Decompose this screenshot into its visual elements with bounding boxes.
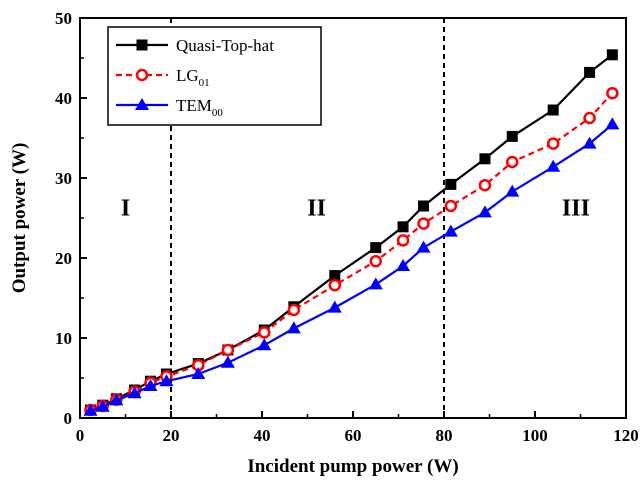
data-point (191, 367, 206, 379)
data-point (584, 66, 596, 78)
data-point (479, 153, 491, 165)
axis-ticks: 0 20 40 60 80 100 120 0 10 20 30 40 50 (55, 9, 639, 445)
data-point (159, 374, 174, 387)
data-point (327, 300, 342, 313)
region-label: II (307, 196, 326, 222)
x-tick-label: 100 (522, 426, 548, 445)
data-point (127, 386, 142, 399)
x-tick-label: 20 (163, 426, 180, 445)
data-point (416, 240, 431, 253)
data-point (417, 217, 430, 230)
legend-swatch-marker (135, 68, 149, 82)
data-point (329, 270, 341, 282)
data-point (506, 130, 518, 142)
data-point (583, 111, 596, 125)
data-point (546, 137, 560, 150)
data-point (506, 155, 519, 169)
y-axis-title: Output power (W) (9, 143, 30, 294)
series-plot (83, 49, 620, 417)
data-point (445, 178, 457, 190)
data-point (370, 242, 382, 254)
data-point (418, 200, 430, 212)
data-point (397, 221, 409, 233)
x-axis-title: Incident pump power (W) (247, 456, 458, 477)
data-point (220, 355, 235, 368)
x-tick-label: 0 (76, 426, 85, 445)
data-point (257, 338, 272, 351)
series-line (90, 123, 614, 412)
legend: Quasi-Top-hat LG01 TEM00 (107, 26, 322, 126)
y-tick-label: 30 (55, 169, 72, 188)
legend-swatch-marker (135, 98, 149, 110)
data-point (478, 178, 492, 192)
data-point (83, 403, 98, 416)
data-point (396, 259, 411, 271)
y-tick-label: 10 (55, 329, 72, 348)
data-point (287, 303, 301, 317)
data-point (443, 224, 458, 237)
legend-label: TEM00 (176, 96, 223, 119)
legend-label: Quasi-Top-hat (176, 36, 274, 55)
y-tick-label: 50 (55, 9, 72, 28)
y-tick-label: 0 (64, 409, 73, 428)
data-point (369, 254, 382, 268)
data-point (444, 199, 458, 213)
x-tick-label: 80 (436, 426, 453, 445)
data-point (258, 326, 271, 339)
y-tick-label: 20 (55, 249, 72, 268)
region-label: I (121, 196, 130, 222)
series-line (90, 92, 614, 412)
x-tick-label: 40 (254, 426, 271, 445)
data-point (505, 184, 520, 197)
data-point (221, 343, 235, 357)
data-point (396, 234, 410, 247)
data-point (605, 117, 620, 130)
region-label: III (562, 196, 590, 222)
series-2 (84, 86, 619, 417)
data-point (477, 205, 492, 218)
data-point (328, 278, 342, 292)
data-point (95, 399, 110, 412)
y-tick-label: 40 (55, 89, 72, 108)
data-point (582, 136, 597, 149)
legend-swatch-marker (136, 39, 148, 51)
data-point (606, 49, 618, 61)
x-tick-label: 60 (345, 426, 362, 445)
data-point (143, 379, 158, 391)
data-point (368, 277, 383, 290)
legend-label: LG01 (176, 66, 210, 89)
series-3 (83, 117, 620, 416)
data-point (547, 104, 559, 116)
data-point (286, 321, 301, 334)
data-point (109, 393, 124, 406)
x-tick-label: 120 (613, 426, 639, 445)
data-point (546, 159, 561, 172)
region-labels: I II III (121, 196, 590, 222)
data-point (606, 86, 619, 100)
